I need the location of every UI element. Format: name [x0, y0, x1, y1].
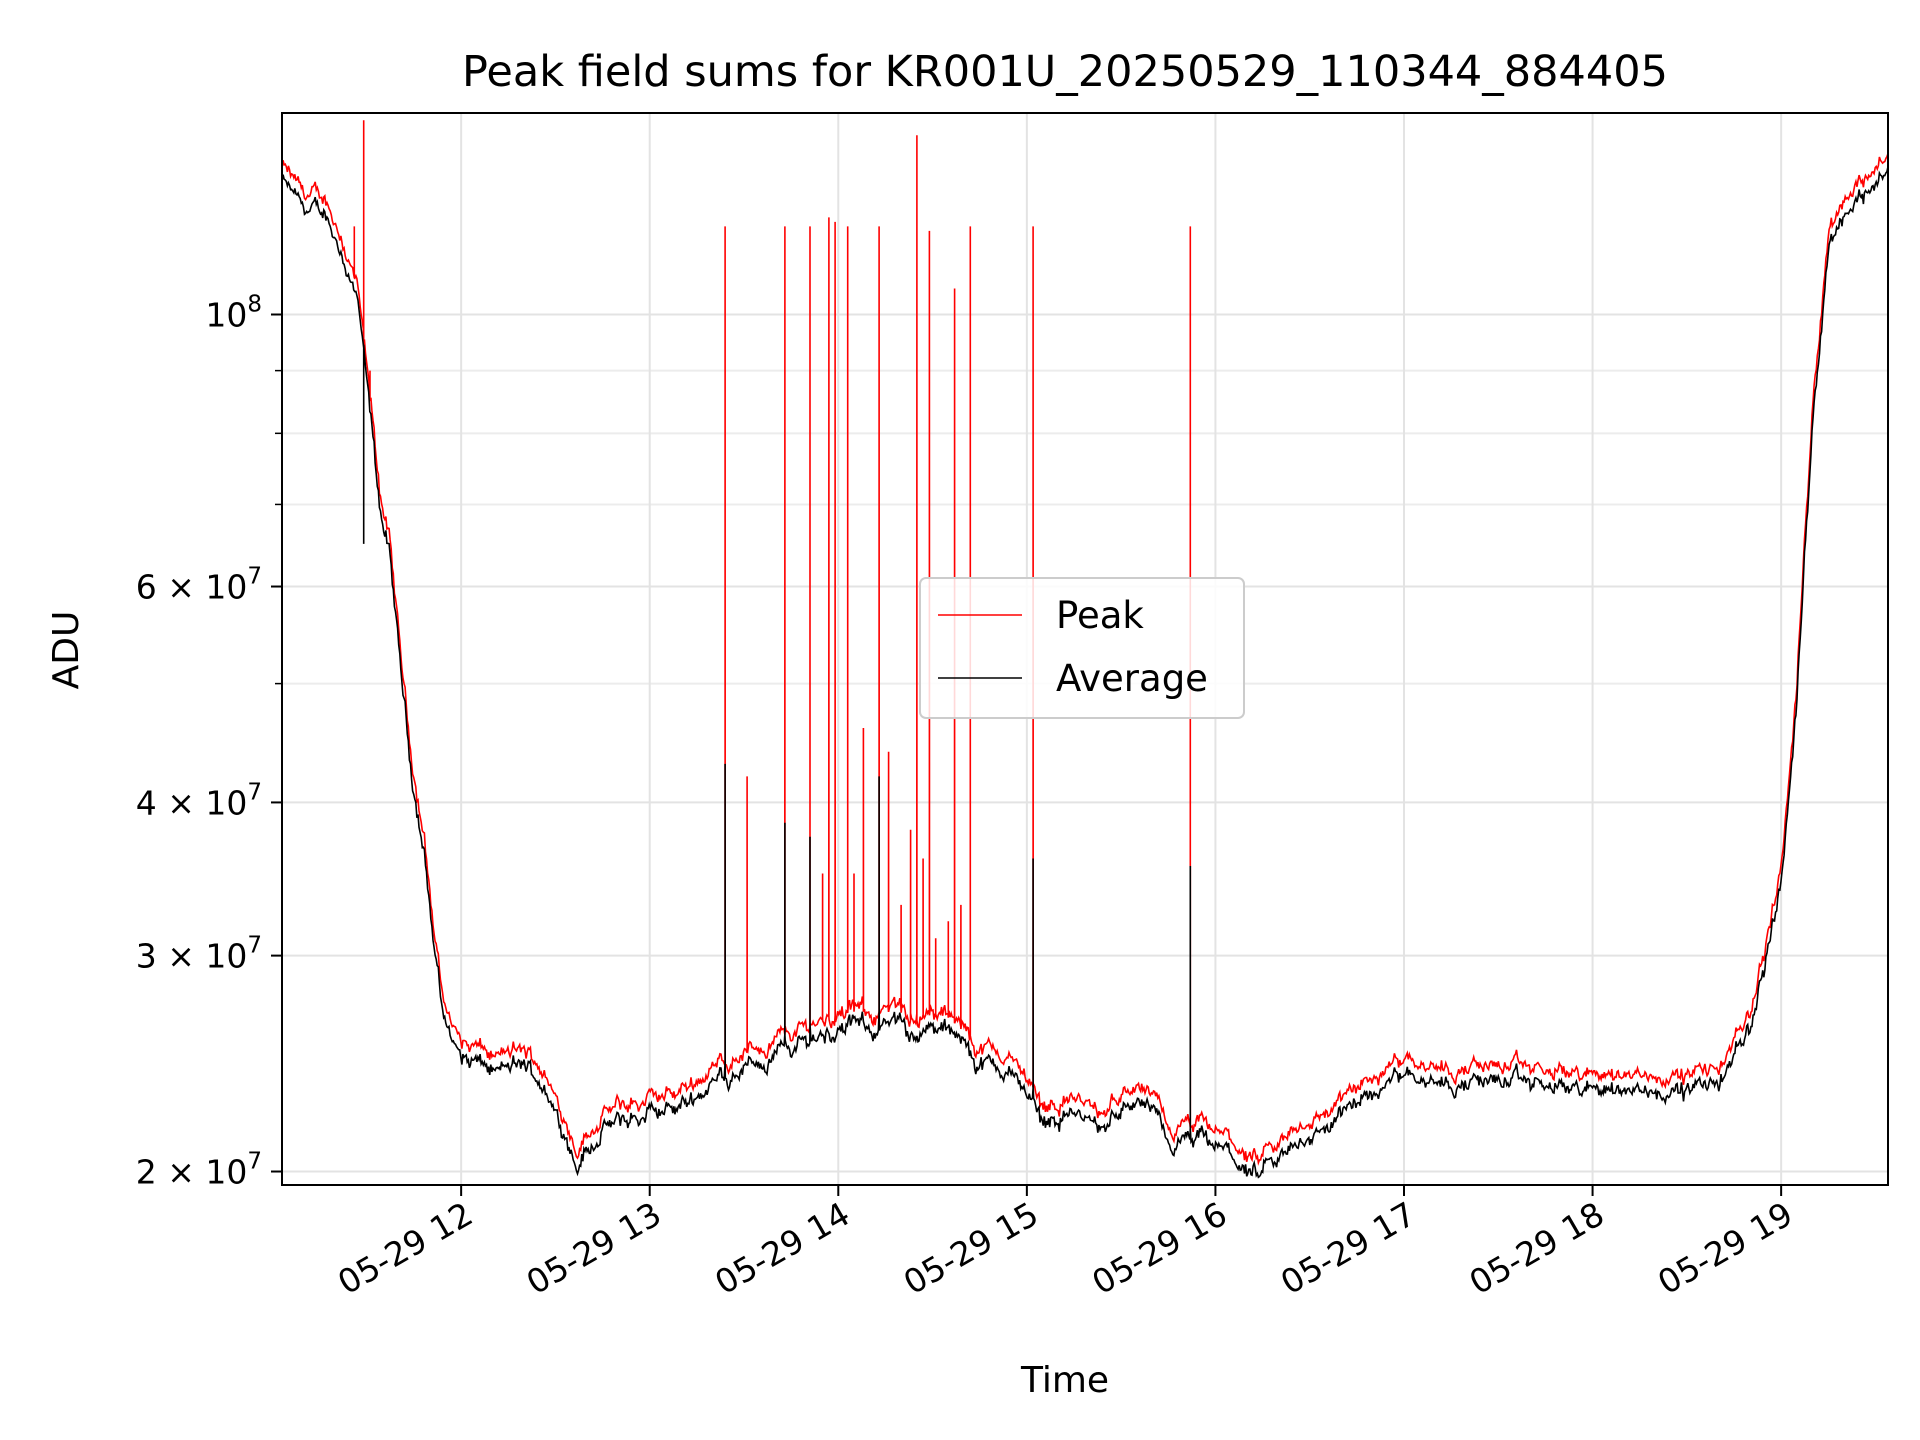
y-tick-label: 2 × 107	[136, 1149, 262, 1192]
series-average-line	[282, 166, 1888, 1179]
axes-frame	[281, 112, 1889, 1186]
chart-title: Peak field sums for KR001U_20250529_1103…	[462, 47, 1668, 97]
y-axis-title: ADU	[46, 611, 87, 690]
y-tick-label: 6 × 107	[136, 564, 262, 607]
legend: Peak Average	[919, 577, 1245, 719]
x-axis-title: Time	[1020, 1360, 1109, 1401]
y-tick-label: 3 × 107	[136, 933, 262, 976]
legend-label-peak: Peak	[1056, 594, 1144, 637]
y-tick-label: 108	[205, 292, 262, 335]
series-peak-line	[282, 120, 1888, 1166]
y-tick-label: 4 × 107	[136, 779, 262, 822]
legend-label-average: Average	[1056, 657, 1208, 700]
legend-box	[919, 577, 1245, 719]
